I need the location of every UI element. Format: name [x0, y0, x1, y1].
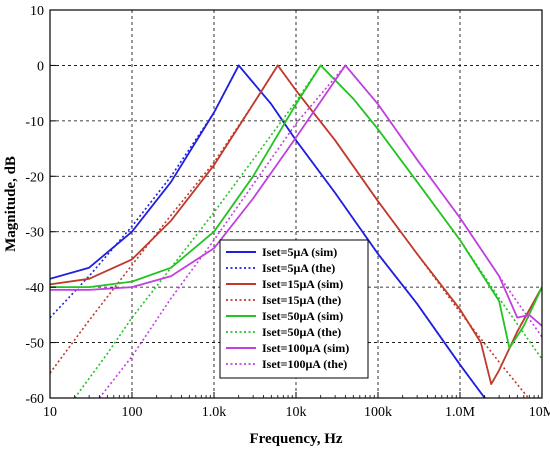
legend-box	[219, 239, 369, 379]
legend-label: Iset=50μA (sim)	[262, 309, 343, 323]
legend-label: Iset=100μA (the)	[262, 357, 347, 371]
x-axis-label: Frequency, Hz	[249, 431, 342, 447]
series-line-8	[98, 64, 542, 398]
x-tick-label: 10M	[529, 405, 550, 420]
y-tick-label: -10	[25, 115, 44, 130]
ticks: 10 100 1.0k 10k 100k 1.0M 10M100-10-20-30-40-5…	[25, 4, 550, 420]
series-line-6	[74, 64, 542, 398]
x-tick-label: 100	[122, 405, 143, 420]
series-line-2	[50, 64, 486, 398]
x-tick-label: 10k	[286, 405, 307, 420]
y-tick-label: -40	[25, 281, 44, 296]
legend: Iset=5μA (sim) Iset=5μA (the) Iset=15μA (s…	[219, 239, 369, 379]
y-tick-label: -20	[25, 170, 44, 185]
x-tick-label: 10	[43, 405, 57, 420]
legend-label: Iset=100μA (sim)	[262, 341, 349, 355]
legend-label: Iset=50μA (the)	[262, 325, 341, 339]
series-line-1	[50, 64, 486, 398]
y-tick-label: -60	[25, 392, 44, 407]
y-tick-label: -50	[25, 337, 44, 352]
y-tick-label: 10	[30, 4, 44, 19]
y-tick-label: 0	[37, 59, 44, 74]
x-tick-label: 1.0k	[202, 405, 227, 420]
series-line-7	[50, 64, 542, 327]
legend-label: Iset=5μA (sim)	[262, 245, 337, 259]
x-tick-label: 1.0M	[445, 405, 476, 420]
series-layer	[50, 64, 542, 398]
legend-label: Iset=15μA (sim)	[262, 277, 343, 291]
legend-label: Iset=15μA (the)	[262, 293, 341, 307]
y-axis-label: Magnitude, dB	[3, 156, 19, 252]
legend-label: Iset=5μA (the)	[262, 261, 335, 275]
x-tick-label: 100k	[364, 405, 392, 420]
y-tick-label: -30	[25, 226, 44, 241]
